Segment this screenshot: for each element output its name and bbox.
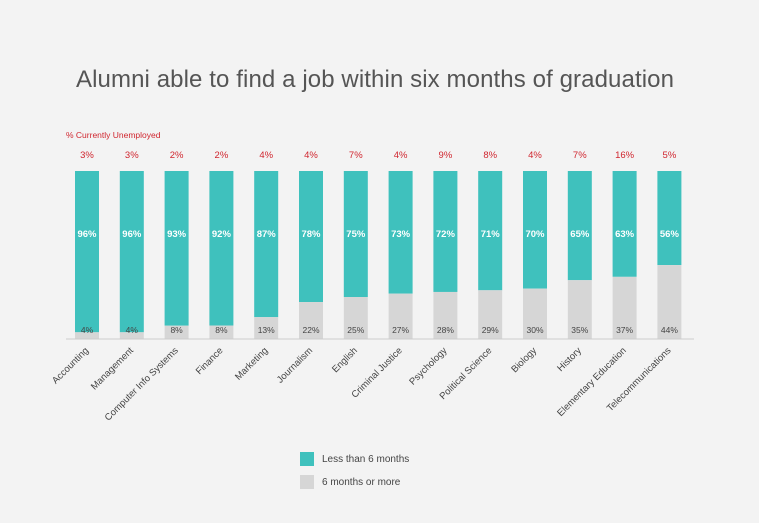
- value-label-6-months-or-more: 30%: [526, 325, 543, 335]
- value-label-less-than-6-months: 72%: [436, 229, 456, 240]
- bar-6-months-or-more-management: [119, 332, 144, 339]
- bar-6-months-or-more-political-science: [478, 290, 503, 339]
- bar-6-months-or-more-computer-info-systems: [164, 325, 189, 339]
- value-label-less-than-6-months: 71%: [481, 229, 501, 240]
- value-label-less-than-6-months: 65%: [570, 229, 590, 240]
- bar-less-than-6-months-psychology: [433, 171, 458, 292]
- bar-6-months-or-more-criminal-justice: [388, 293, 413, 339]
- value-label-less-than-6-months: 78%: [301, 229, 321, 240]
- bar-6-months-or-more-accounting: [75, 332, 99, 339]
- bar-6-months-or-more-journalism: [299, 302, 323, 339]
- bar-6-months-or-more-elementary-education: [612, 276, 637, 339]
- category-label-accounting: Accounting: [50, 345, 91, 386]
- bar-less-than-6-months-journalism: [299, 171, 323, 303]
- category-label-english: English: [330, 345, 360, 375]
- value-label-6-months-or-more: 37%: [616, 325, 633, 335]
- value-label-less-than-6-months: 75%: [346, 229, 366, 240]
- bars-group: 96% 4% 3% 96% 4% 3% 93% 8% 2% 92% 8% 2% 87% 13% 4% 78% 2…: [75, 150, 682, 339]
- bar-less-than-6-months-elementary-education: [612, 171, 637, 277]
- legend-item-6-months-or-more: 6 months or more: [300, 475, 400, 489]
- bar-less-than-6-months-english: [343, 171, 368, 297]
- bar-6-months-or-more-marketing: [254, 317, 279, 339]
- value-label-less-than-6-months: 96%: [122, 229, 142, 240]
- value-label-6-months-or-more: 29%: [482, 325, 499, 335]
- value-label-6-months-or-more: 27%: [392, 325, 409, 335]
- unemployed-value-label: 3%: [125, 150, 139, 161]
- unemployed-value-label: 4%: [259, 150, 273, 161]
- value-label-6-months-or-more: 28%: [437, 325, 454, 335]
- bar-less-than-6-months-marketing: [254, 171, 279, 318]
- category-label-journalism: Journalism: [275, 345, 315, 385]
- unemployed-value-label: 5%: [663, 150, 677, 161]
- unemployed-value-label: 2%: [215, 150, 229, 161]
- chart-title: Alumni able to find a job within six mon…: [76, 66, 675, 93]
- value-label-less-than-6-months: 63%: [615, 229, 635, 240]
- value-label-6-months-or-more: 8%: [215, 325, 228, 335]
- legend-swatch-gray: [300, 475, 314, 489]
- category-label-psychology: Psychology: [407, 345, 449, 387]
- value-label-less-than-6-months: 73%: [391, 229, 411, 240]
- bar-6-months-or-more-telecommunications: [657, 265, 682, 339]
- value-label-6-months-or-more: 44%: [661, 325, 678, 335]
- category-label-management: Management: [89, 345, 136, 392]
- legend-label: 6 months or more: [322, 476, 401, 488]
- value-label-less-than-6-months: 93%: [167, 229, 187, 240]
- unemployed-value-label: 4%: [304, 150, 318, 161]
- unemployed-value-label: 7%: [573, 150, 587, 161]
- value-label-6-months-or-more: 35%: [571, 325, 588, 335]
- bar-less-than-6-months-accounting: [75, 171, 99, 333]
- bar-less-than-6-months-telecommunications: [657, 171, 682, 266]
- category-label-computer-info-systems: Computer Info Systems: [103, 345, 181, 423]
- bar-6-months-or-more-history: [567, 280, 592, 339]
- bar-less-than-6-months-management: [119, 171, 144, 333]
- unemployed-value-label: 16%: [615, 150, 635, 161]
- unemployed-value-label: 7%: [349, 150, 363, 161]
- value-label-6-months-or-more: 13%: [258, 325, 275, 335]
- bar-less-than-6-months-biology: [523, 171, 547, 289]
- value-label-less-than-6-months: 87%: [257, 229, 277, 240]
- category-label-marketing: Marketing: [233, 345, 270, 382]
- value-label-less-than-6-months: 56%: [660, 229, 680, 240]
- category-label-history: History: [555, 345, 584, 374]
- legend-swatch-teal: [300, 452, 314, 466]
- legend-label: Less than 6 months: [322, 453, 410, 465]
- unemployed-value-label: 4%: [528, 150, 542, 161]
- unemployed-value-label: 3%: [80, 150, 94, 161]
- bar-less-than-6-months-computer-info-systems: [164, 171, 189, 326]
- bar-less-than-6-months-finance: [209, 171, 234, 326]
- bar-less-than-6-months-history: [567, 171, 592, 281]
- value-label-6-months-or-more: 25%: [347, 325, 364, 335]
- legend-item-less-than-6-months: Less than 6 months: [300, 452, 409, 466]
- category-label-finance: Finance: [194, 345, 226, 377]
- bar-6-months-or-more-english: [343, 297, 368, 339]
- bar-6-months-or-more-psychology: [433, 291, 458, 339]
- value-label-less-than-6-months: 70%: [525, 229, 545, 240]
- bar-6-months-or-more-finance: [209, 325, 234, 339]
- unemployed-value-label: 4%: [394, 150, 408, 161]
- value-label-less-than-6-months: 92%: [212, 229, 232, 240]
- value-label-6-months-or-more: 4%: [81, 325, 94, 335]
- bar-less-than-6-months-criminal-justice: [388, 171, 413, 294]
- value-label-less-than-6-months: 96%: [77, 229, 97, 240]
- bar-less-than-6-months-political-science: [478, 171, 503, 291]
- unemployed-value-label: 2%: [170, 150, 184, 161]
- unemployed-value-label: 8%: [483, 150, 497, 161]
- unemployed-value-label: 9%: [439, 150, 453, 161]
- bar-6-months-or-more-biology: [523, 288, 547, 339]
- value-label-6-months-or-more: 4%: [126, 325, 139, 335]
- unemployed-header-label: % Currently Unemployed: [66, 130, 161, 140]
- value-label-6-months-or-more: 22%: [302, 325, 319, 335]
- category-label-biology: Biology: [509, 345, 539, 375]
- value-label-6-months-or-more: 8%: [170, 325, 183, 335]
